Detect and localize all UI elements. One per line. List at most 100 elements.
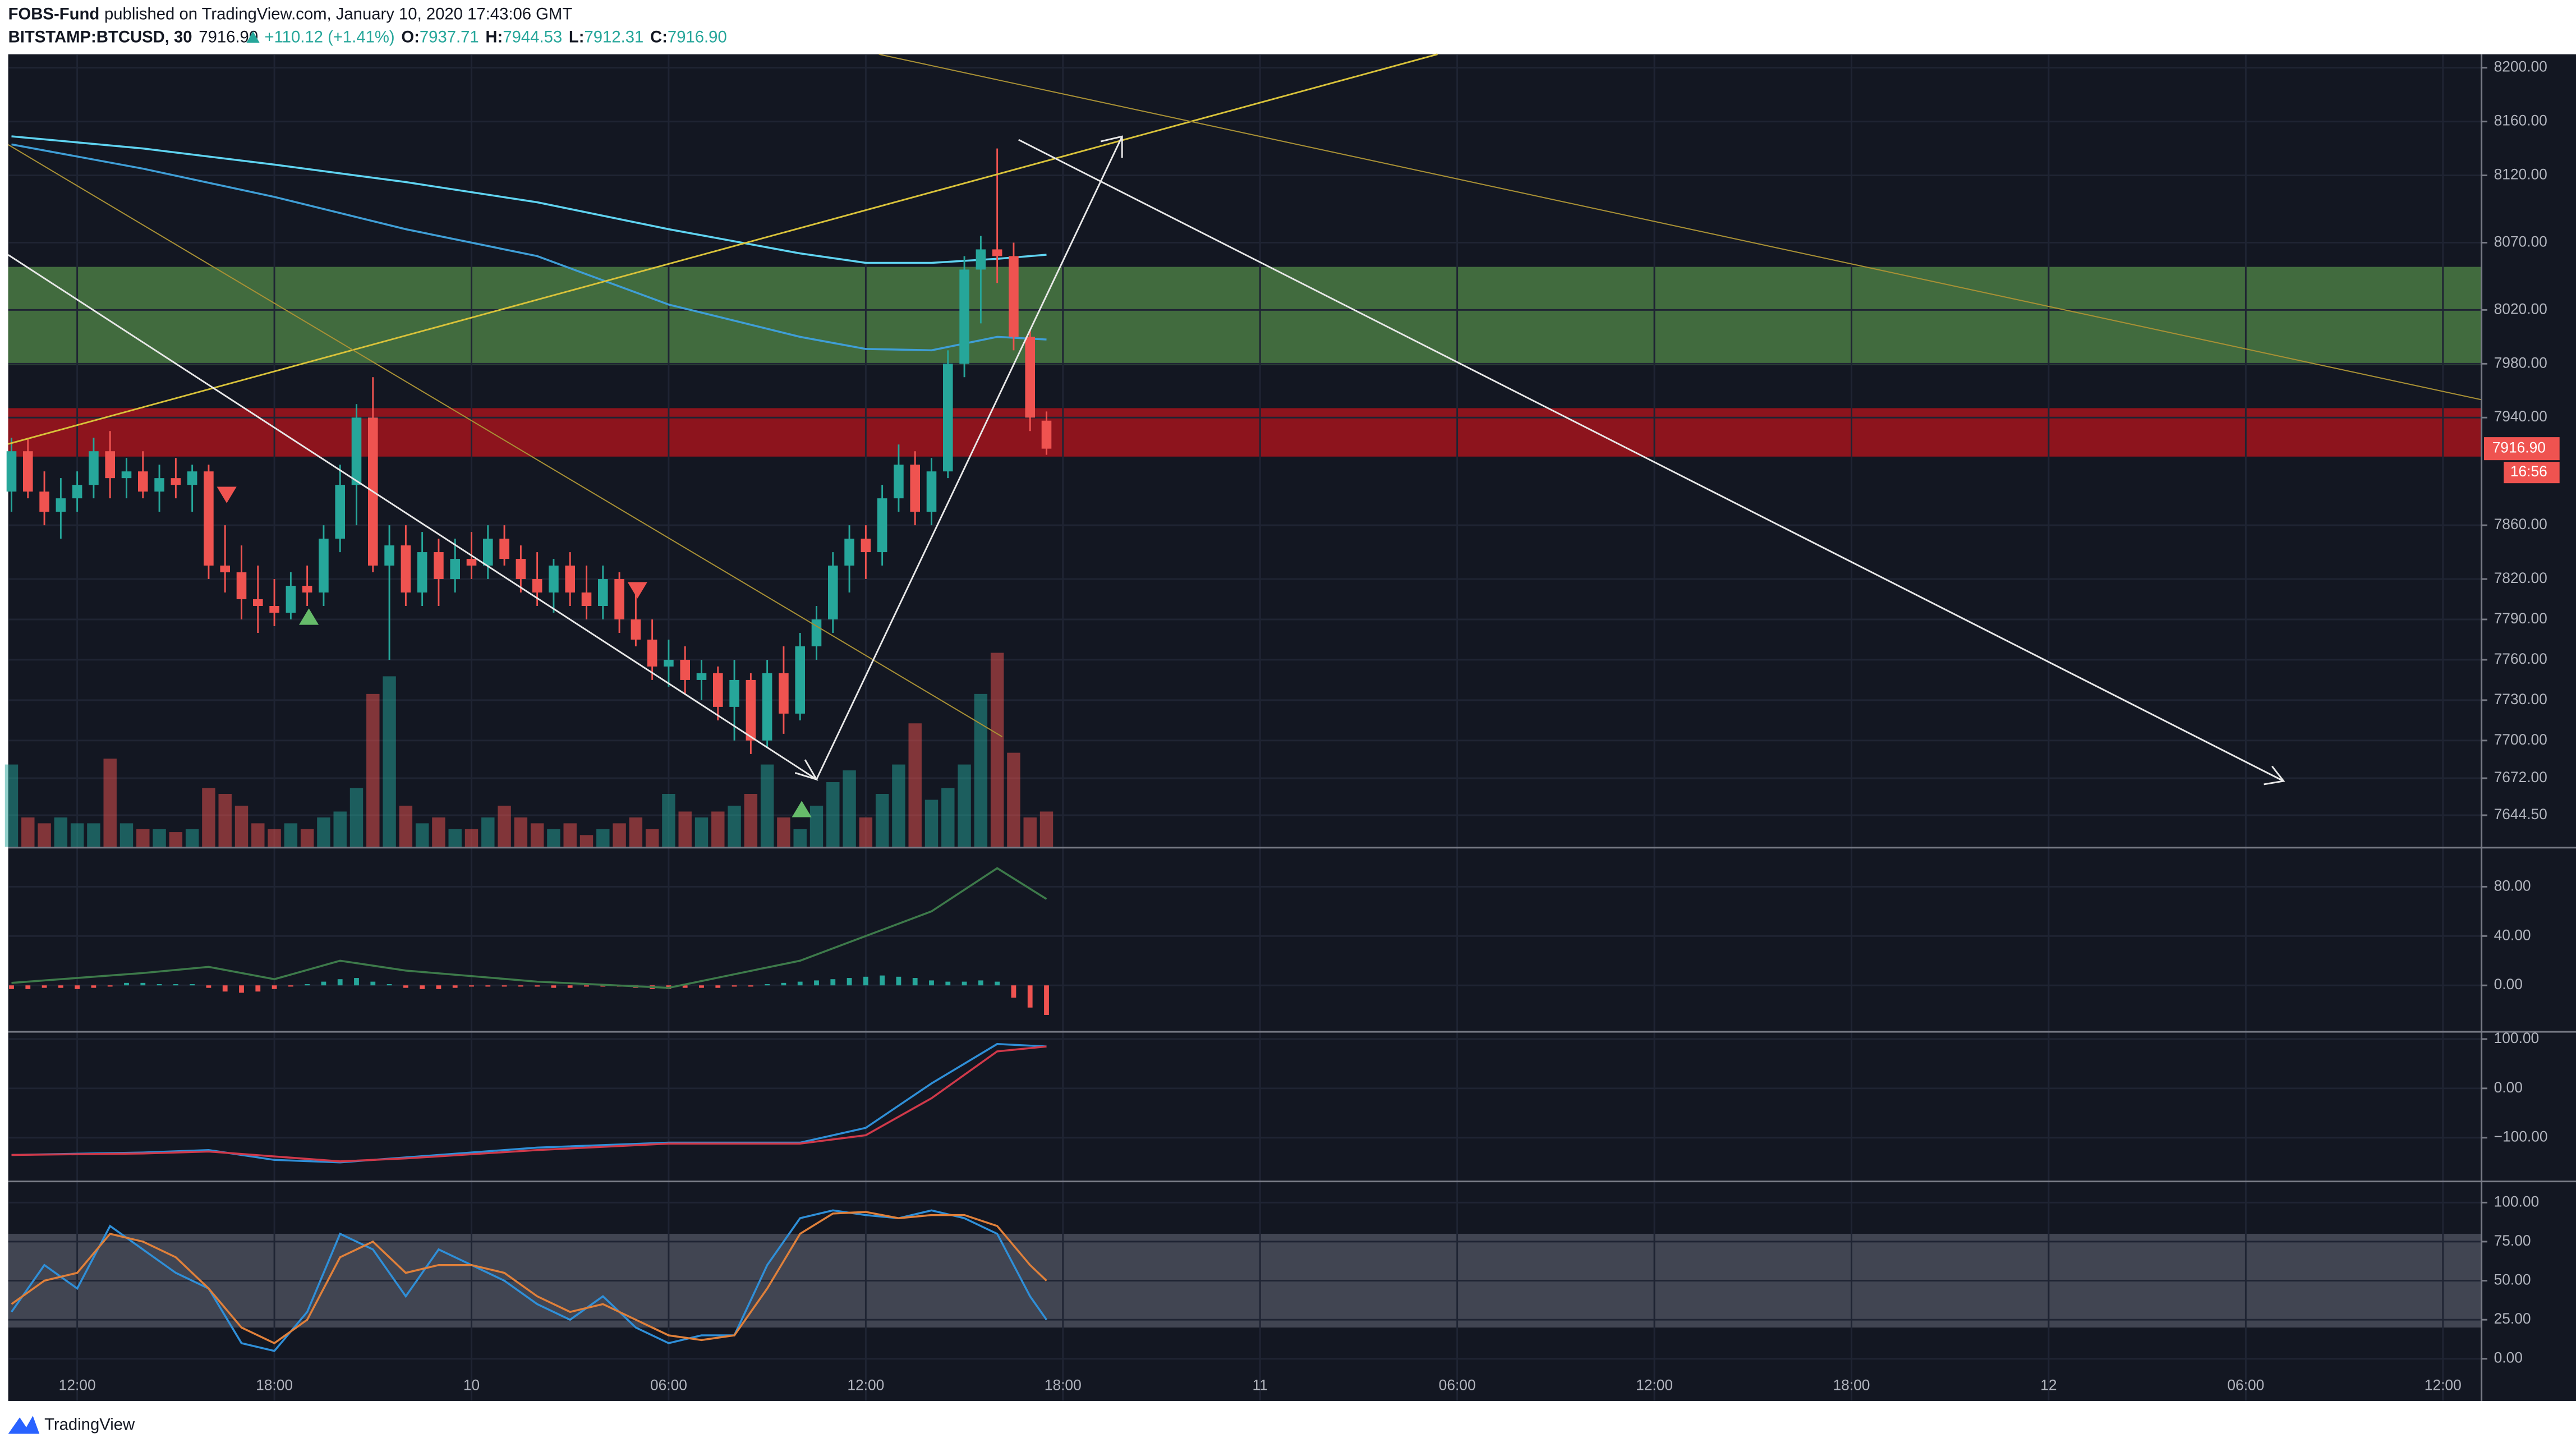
candle-body: [581, 592, 592, 607]
histogram-bar: [140, 982, 146, 986]
zone: [8, 267, 2481, 365]
volume-bar: [859, 817, 873, 847]
candle-body: [926, 471, 937, 512]
y-tick-label: 8120.00: [2494, 166, 2547, 183]
histogram-bar: [978, 980, 983, 986]
low-value: 7912.31: [584, 27, 643, 46]
candle-body: [351, 417, 362, 485]
arrow-head: [2264, 765, 2285, 785]
trend-line: [878, 53, 2481, 401]
histogram-bar: [354, 978, 359, 986]
x-tick-label: 12:00: [59, 1377, 96, 1394]
candle-body: [450, 559, 460, 580]
volume-bar: [579, 835, 594, 847]
arrow-head: [1100, 135, 1123, 158]
histogram-bar: [206, 985, 211, 988]
volume-bar: [662, 793, 675, 847]
histogram-bar: [222, 985, 228, 992]
candle-body: [56, 498, 66, 512]
header-ohlc: +110.12 (+1.41%) O:7937.71 H:7944.53 L:7912…: [265, 27, 727, 46]
candle-body: [1009, 256, 1019, 337]
candle-body: [499, 539, 509, 559]
histogram-bar: [305, 984, 310, 986]
histogram-bar: [91, 985, 96, 988]
candle-body: [811, 619, 822, 646]
volume-bar: [399, 805, 413, 847]
candle-body: [1041, 420, 1052, 449]
histogram-bar: [1011, 985, 1016, 998]
histogram-bar: [173, 984, 178, 986]
histogram-bar: [847, 978, 852, 986]
header-line-1: FOBS-Fund published on TradingView.com, J…: [8, 4, 573, 23]
histogram-bar: [748, 985, 753, 987]
x-tick-label: 18:00: [256, 1377, 293, 1394]
candle-body: [959, 269, 969, 364]
y-tick-label: 8200.00: [2494, 58, 2547, 75]
y-tick-label: 0.00: [2494, 1349, 2523, 1366]
candle-body: [105, 451, 115, 479]
candle-body: [565, 566, 575, 593]
volume-bar: [596, 829, 610, 847]
series-line: [11, 143, 1047, 352]
x-tick-label: 06:00: [1439, 1377, 1476, 1394]
volume-bar: [547, 829, 560, 847]
y-tick-label: 7860.00: [2494, 516, 2547, 532]
histogram-bar: [485, 985, 491, 987]
volume-bar: [38, 823, 51, 847]
y-tick-label: 80.00: [2494, 877, 2531, 894]
histogram-bar: [25, 985, 31, 989]
candle-body: [532, 579, 542, 593]
x-tick-label: 06:00: [2227, 1377, 2264, 1394]
x-tick-label: 10: [463, 1377, 480, 1394]
candle-body: [220, 566, 230, 573]
candle-body: [877, 498, 887, 553]
volume-bar: [990, 653, 1004, 847]
high-label: H:: [485, 27, 503, 46]
y-tick-label: −100.00: [2494, 1128, 2548, 1145]
header-line-2: BITSTAMP:BTCUSD, 30 7916.90: [8, 27, 258, 46]
candle-body: [204, 471, 214, 566]
histogram-bar: [1044, 985, 1049, 1015]
volume-bar: [958, 764, 971, 847]
volume-bar: [103, 759, 117, 847]
volume-bar: [711, 811, 725, 847]
histogram-bar: [863, 976, 868, 986]
candle-body: [631, 619, 641, 640]
histogram-bar: [502, 985, 507, 987]
volume-bar: [481, 817, 495, 847]
volume-bar: [268, 829, 281, 847]
candle-body: [483, 539, 493, 566]
volume-bar: [678, 811, 692, 847]
series-line: [11, 1045, 1047, 1163]
histogram-bar: [403, 985, 408, 988]
y-tick-label: 7700.00: [2494, 731, 2547, 748]
histogram-bar: [469, 985, 474, 987]
buy-signal: [299, 608, 319, 625]
y-tick-label: 0.00: [2494, 976, 2523, 993]
y-tick-label: 7760.00: [2494, 650, 2547, 667]
histogram-bar: [995, 981, 1000, 986]
grid-layer: [8, 54, 2481, 1401]
label-layer: 8200.00 8160.00 8120.00 8070.00 8020.00 7980.…: [59, 58, 2560, 1394]
candle-body: [1025, 337, 1035, 418]
series-line: [11, 1042, 1047, 1164]
volume-bar: [234, 805, 249, 847]
candle-body: [779, 673, 789, 714]
countdown: 16:56: [2510, 463, 2547, 480]
volume-bar: [251, 823, 265, 847]
histogram-bar: [436, 985, 441, 989]
candle-body: [992, 249, 1002, 256]
open-value: 7937.71: [420, 27, 479, 46]
histogram-bar: [797, 981, 803, 986]
volume-bar: [349, 788, 364, 847]
histogram-bar: [814, 980, 819, 986]
histogram-bar: [387, 984, 392, 986]
volume-bar: [1039, 811, 1054, 847]
histogram-bar: [896, 976, 901, 986]
histogram-bar: [781, 982, 786, 986]
candle-body: [286, 586, 296, 613]
histogram-bar: [452, 985, 458, 988]
volume-bar: [383, 676, 396, 847]
candle-body: [664, 659, 674, 667]
candle-body: [516, 559, 526, 580]
